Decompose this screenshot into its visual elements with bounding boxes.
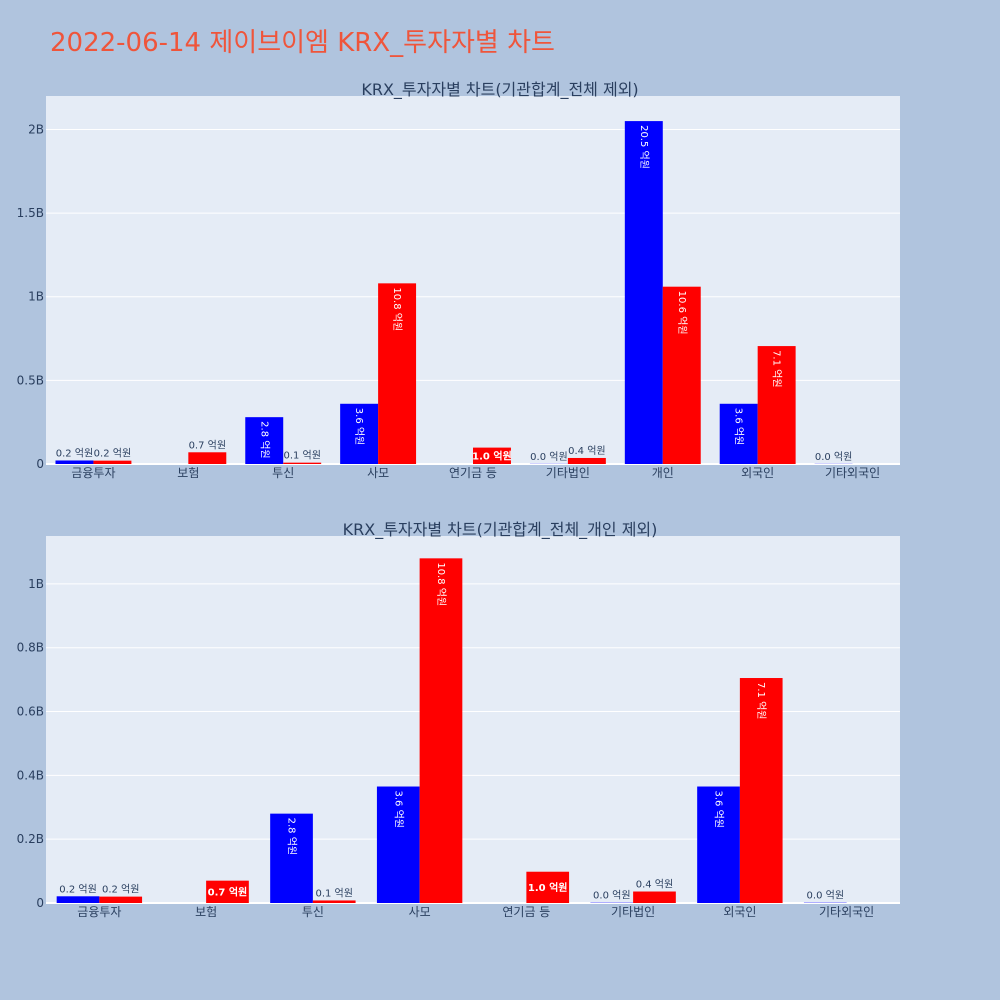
data-label: 1.0 억원: [528, 881, 568, 894]
x-tick-label: 개인: [652, 466, 674, 480]
data-label: 3.6 억원: [733, 408, 745, 445]
data-label: 0.4 억원: [568, 445, 605, 457]
data-label: 0.0 억원: [815, 451, 852, 463]
bar: [662, 286, 701, 464]
bar: [633, 891, 676, 903]
y-tick-label: 1.5B: [17, 206, 44, 220]
bar: [188, 452, 227, 464]
x-tick-label: 보험: [177, 466, 199, 480]
x-tick-label: 금융투자: [71, 466, 115, 480]
chart-excluding-individuals: 0 0.2B 0.4B 0.6B 0.8B 1B KRX_투자자별 차트(기관합계_전체_개…: [17, 520, 900, 919]
x-tick-label: 기타외국인: [825, 466, 880, 480]
chart-all-investors: 0 0.5B 1B 1.5B 2B KRX_투자자별 차트(기관합계_전체 제외) 금융투자…: [17, 80, 900, 480]
bar: [376, 786, 420, 903]
bar: [56, 896, 100, 903]
data-label: 0.1 억원: [315, 887, 352, 899]
data-label: 0.2 억원: [56, 447, 93, 459]
data-label: 0.4 억원: [636, 879, 673, 891]
bar: [473, 447, 511, 464]
data-label: 0.2 억원: [59, 883, 96, 895]
x-tick-label: 투신: [272, 466, 294, 480]
y-tick-label: 1B: [28, 290, 44, 304]
bar: [757, 346, 796, 464]
x-tick-label: 투신: [302, 905, 324, 919]
x-tick-label: 기타외국인: [819, 905, 874, 919]
page-title: 2022-06-14 제이브이엠 KRX_투자자별 차트: [50, 28, 555, 58]
bar: [567, 457, 606, 464]
data-label: 20.5 억원: [638, 125, 650, 169]
y-tick-label: 0.6B: [17, 705, 44, 719]
bar: [697, 786, 740, 903]
x-tick-label: 외국인: [723, 905, 756, 919]
bar: [93, 460, 132, 464]
x-tick-label: 외국인: [741, 466, 774, 480]
data-label: 0.0 억원: [530, 451, 567, 463]
bar: [206, 880, 249, 903]
data-label: 10.8 억원: [391, 287, 403, 331]
y-tick-label: 2B: [28, 122, 44, 136]
data-label: 0.7 억원: [189, 439, 226, 451]
bar: [312, 900, 356, 903]
bar: [719, 403, 758, 464]
data-label: 10.8 억원: [435, 562, 447, 606]
x-tick-label: 보험: [195, 905, 217, 919]
y-tick-label: 0.5B: [17, 373, 44, 387]
data-label: 0.2 억원: [102, 884, 139, 896]
chart-title: KRX_투자자별 차트(기관합계_전체_개인 제외): [343, 520, 658, 540]
data-label: 0.0 억원: [593, 890, 630, 902]
y-tick-label: 1B: [28, 577, 44, 591]
data-label: 1.0 억원: [472, 449, 512, 462]
x-tick-label: 금융투자: [77, 905, 121, 919]
x-tick-label: 연기금 등: [502, 905, 550, 919]
data-label: 2.8 억원: [286, 818, 298, 855]
x-tick-label: 사모: [409, 905, 431, 919]
data-label: 0.2 억원: [94, 448, 131, 460]
data-label: 7.1 억원: [771, 350, 783, 387]
bar: [526, 871, 570, 903]
bar: [270, 813, 313, 903]
bar: [378, 283, 417, 464]
bar: [739, 678, 783, 903]
x-tick-label: 사모: [367, 466, 389, 480]
x-tick-label: 연기금 등: [449, 466, 497, 480]
data-label: 3.6 억원: [392, 791, 404, 828]
y-tick-label: 0.8B: [17, 641, 44, 655]
x-tick-label: 기타법인: [611, 905, 655, 919]
data-label: 0.1 억원: [283, 450, 320, 462]
data-label: 2.8 억원: [258, 421, 270, 458]
data-label: 0.7 억원: [208, 885, 248, 898]
data-label: 3.6 억원: [713, 791, 725, 828]
y-tick-label: 0: [36, 896, 44, 910]
bar: [245, 417, 284, 464]
y-tick-label: 0.2B: [17, 832, 44, 846]
bar: [55, 460, 94, 464]
x-tick-label: 기타법인: [546, 466, 590, 480]
bar: [624, 121, 663, 464]
y-tick-label: 0.4B: [17, 768, 44, 782]
data-label: 7.1 억원: [755, 682, 767, 719]
data-label: 0.0 억원: [807, 890, 844, 902]
bar: [419, 558, 463, 903]
y-tick-label: 0: [36, 457, 44, 471]
bar: [283, 462, 322, 464]
data-label: 10.6 억원: [676, 291, 688, 335]
chart-title: KRX_투자자별 차트(기관합계_전체 제외): [361, 80, 638, 100]
bar: [99, 896, 143, 903]
data-label: 3.6 억원: [353, 408, 365, 445]
bar: [340, 403, 379, 464]
